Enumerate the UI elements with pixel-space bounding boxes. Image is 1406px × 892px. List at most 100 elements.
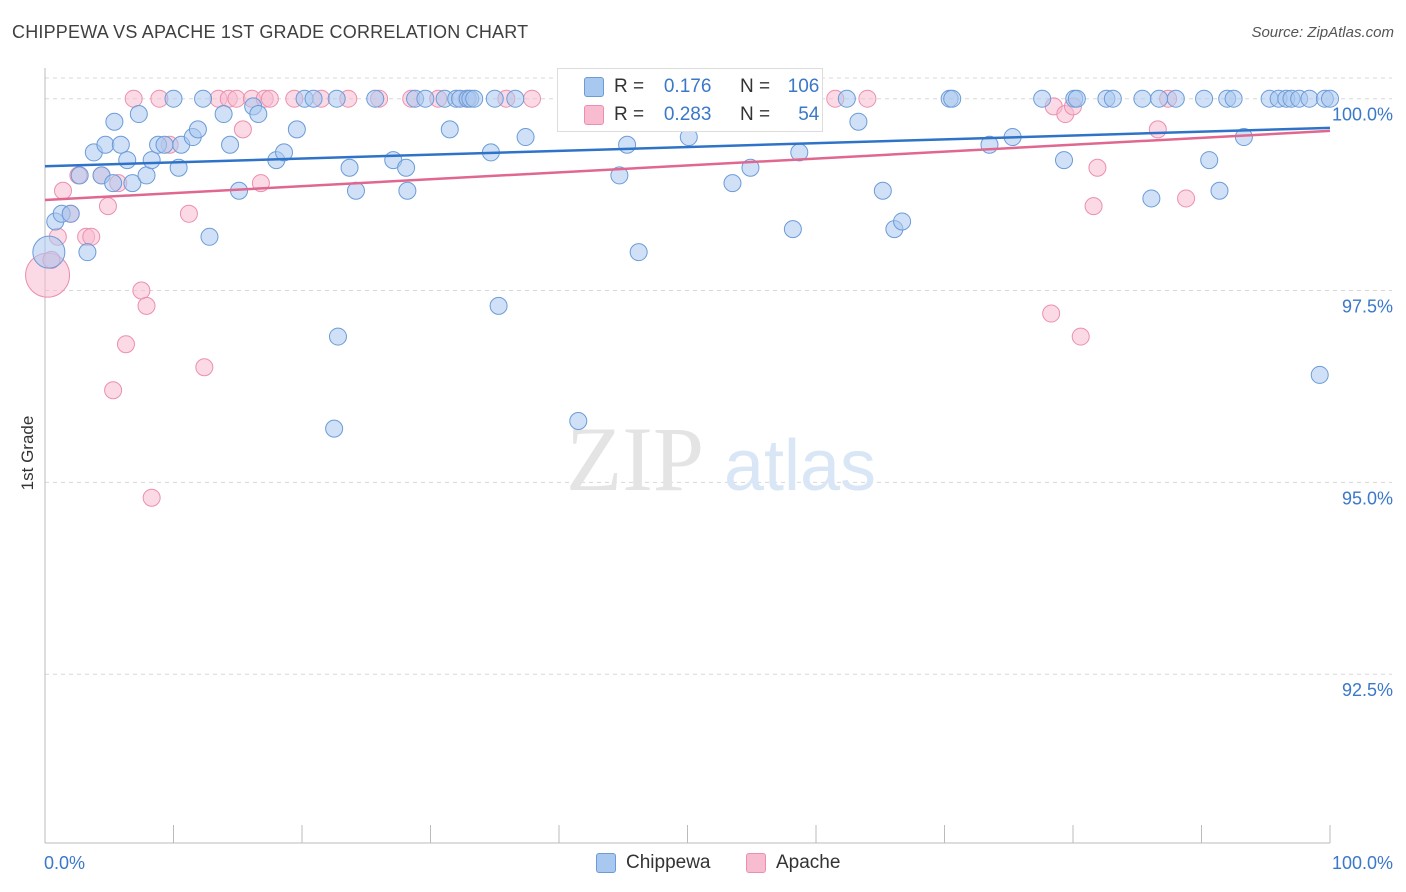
chippewa-point xyxy=(1195,89,1214,108)
chippewa-point xyxy=(1103,89,1122,108)
y-tick-label-3: 100.0% xyxy=(1332,105,1393,125)
stats-legend: R = 0.176 N = 106 R = 0.283 N = 54 xyxy=(557,68,823,132)
chippewa-point xyxy=(188,120,207,139)
apache-point xyxy=(195,358,214,377)
source-label: Source: ZipAtlas.com xyxy=(1251,24,1394,41)
chippewa-swatch xyxy=(584,77,604,97)
chippewa-point xyxy=(1055,151,1074,170)
legend-item-apache[interactable]: Apache xyxy=(746,852,840,874)
chippewa-point xyxy=(327,89,346,108)
chippewa-point xyxy=(249,105,268,124)
apache-point xyxy=(1071,327,1090,346)
chippewa-point xyxy=(1142,189,1161,208)
chippewa-trend-line xyxy=(44,126,1331,168)
chippewa-point xyxy=(214,105,233,124)
chippewa-point xyxy=(123,174,142,193)
chippewa-point xyxy=(200,227,219,246)
apache-point xyxy=(523,89,542,108)
chippewa-point xyxy=(398,181,417,200)
apache-point xyxy=(98,197,117,216)
apache-swatch xyxy=(584,105,604,125)
apache-trend-line xyxy=(44,129,1331,202)
chippewa-point xyxy=(610,166,629,185)
chippewa-point xyxy=(78,243,97,262)
chippewa-point xyxy=(1224,89,1243,108)
legend-item-chippewa[interactable]: Chippewa xyxy=(596,852,711,874)
legend-label-apache: Apache xyxy=(776,852,841,873)
chippewa-point xyxy=(70,166,89,185)
y-tick-label-1: 95.0% xyxy=(1342,488,1393,508)
r-value-apache: 0.283 xyxy=(663,104,712,125)
chippewa-point xyxy=(1033,89,1052,108)
legend-label-chippewa: Chippewa xyxy=(626,852,711,873)
chippewa-point xyxy=(105,112,124,131)
legend-text-chippewa: R = 0.176 N = 106 xyxy=(614,76,819,98)
apache-point xyxy=(137,296,156,315)
y-tick-label-2: 97.5% xyxy=(1342,297,1393,317)
chippewa-point xyxy=(287,120,306,139)
chippewa-point xyxy=(1133,89,1152,108)
grid-lines xyxy=(45,77,1392,675)
chippewa-point xyxy=(569,411,588,430)
r-label: R = xyxy=(614,104,645,125)
legend-text-apache: R = 0.283 N = 54 xyxy=(614,104,819,126)
chippewa-point xyxy=(837,89,856,108)
y-tick-label-0: 92.5% xyxy=(1342,680,1393,700)
chippewa-legend-swatch xyxy=(596,853,616,873)
x-tick-label-0: 0.0% xyxy=(44,853,85,873)
chippewa-point xyxy=(943,89,962,108)
chippewa-point xyxy=(1210,181,1229,200)
apache-point xyxy=(1042,304,1061,323)
apache-point xyxy=(116,335,135,354)
chippewa-point xyxy=(96,135,115,154)
apache-point xyxy=(1177,189,1196,208)
chippewa-point xyxy=(849,112,868,131)
chippewa-point xyxy=(164,89,183,108)
chippewa-point xyxy=(155,135,174,154)
apache-point xyxy=(233,120,252,139)
chippewa-point xyxy=(1166,89,1185,108)
chippewa-point xyxy=(366,89,385,108)
apache-point xyxy=(104,381,123,400)
r-value-chippewa: 0.176 xyxy=(663,76,712,97)
apache-point xyxy=(142,488,161,507)
chippewa-point xyxy=(328,327,347,346)
chippewa-point xyxy=(489,296,508,315)
chippewa-point xyxy=(723,174,742,193)
chippewa-point xyxy=(873,181,892,200)
apache-point xyxy=(179,204,198,223)
n-label: N = xyxy=(739,76,771,97)
chippewa-point xyxy=(629,243,648,262)
apache-legend-swatch xyxy=(746,853,766,873)
chippewa-point xyxy=(137,166,156,185)
apache-point xyxy=(1084,197,1103,216)
apache-point xyxy=(124,89,143,108)
chippewa-point xyxy=(1321,89,1339,108)
apache-point xyxy=(132,281,151,300)
chippewa-point xyxy=(506,89,525,108)
apache-point xyxy=(1088,158,1107,177)
chippewa-point xyxy=(194,89,213,108)
chippewa-point xyxy=(129,105,148,124)
chippewa-point xyxy=(221,135,240,154)
n-value-apache: 54 xyxy=(798,104,820,125)
chippewa-point xyxy=(1300,89,1319,108)
n-label: N = xyxy=(739,104,771,125)
n-value-chippewa: 106 xyxy=(787,76,820,97)
chippewa-point xyxy=(397,158,416,177)
chippewa-point xyxy=(104,174,123,193)
chippewa-point xyxy=(465,89,484,108)
x-tick-label-1: 100.0% xyxy=(1332,853,1393,873)
watermark-zip: ZIP xyxy=(566,408,704,510)
chippewa-point xyxy=(32,235,66,269)
chippewa-point xyxy=(485,89,504,108)
chippewa-point xyxy=(61,204,80,223)
watermark-atlas: atlas xyxy=(724,426,876,506)
apache-point xyxy=(260,89,279,108)
series-legend: Chippewa Apache xyxy=(0,852,1406,878)
chippewa-point xyxy=(1067,89,1086,108)
chippewa-point xyxy=(618,135,637,154)
trend-lines xyxy=(44,126,1331,202)
r-label: R = xyxy=(614,76,645,97)
